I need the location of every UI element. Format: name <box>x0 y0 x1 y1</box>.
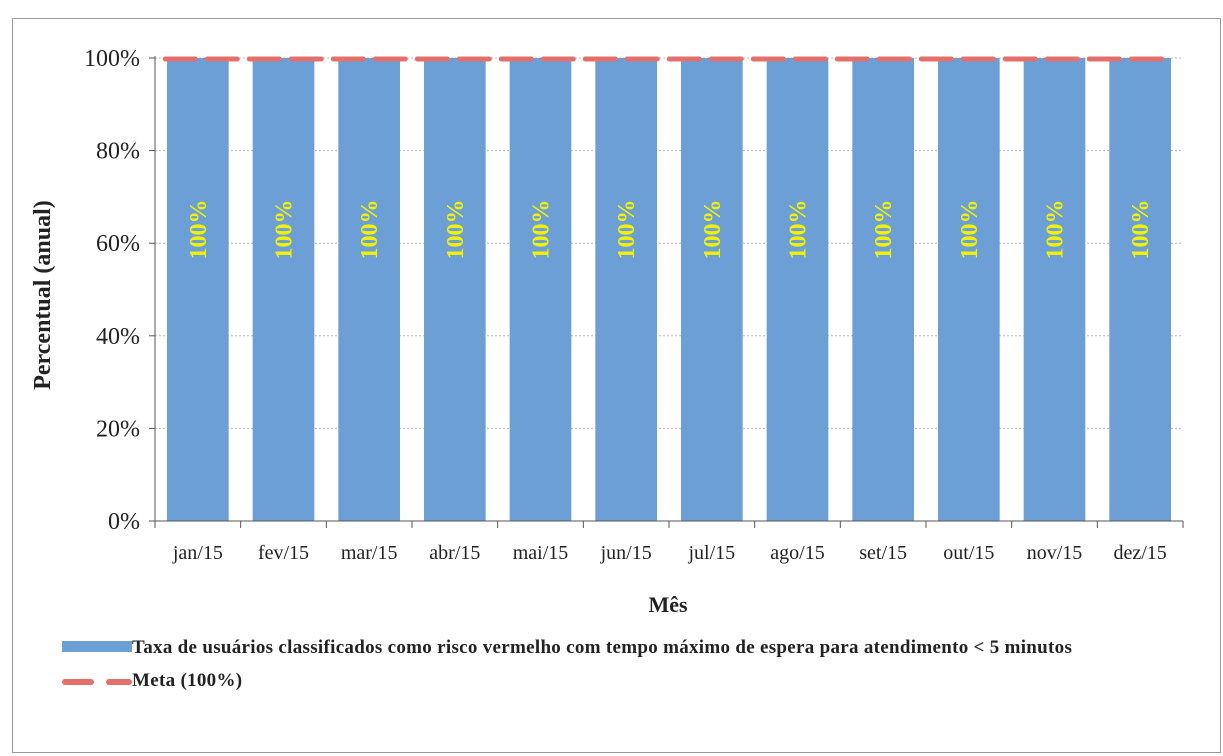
data-label: 100% <box>957 200 983 260</box>
x-tick-label: dez/15 <box>1114 542 1167 564</box>
legend-label-series: Taxa de usuários classificados como risc… <box>132 637 1073 658</box>
data-label: 100% <box>700 200 726 260</box>
bar <box>766 58 829 521</box>
x-tick-label: out/15 <box>943 542 994 564</box>
x-axis-title: Mês <box>648 592 688 617</box>
x-tick-label: abr/15 <box>429 542 480 564</box>
bar <box>252 58 315 521</box>
y-tick-label: 20% <box>96 416 140 442</box>
data-label: 100% <box>186 200 212 260</box>
x-tick-label: fev/15 <box>258 542 309 564</box>
data-label: 100% <box>357 200 383 260</box>
axes: 0% 20% 40% 60% 80% 100% jan/15 fev/15 mar/15 abr/… <box>84 46 1184 564</box>
bar <box>937 58 1000 521</box>
bars <box>166 58 1172 521</box>
bar <box>1109 58 1172 521</box>
data-label: 100% <box>529 200 555 260</box>
y-tick-label: 40% <box>96 324 140 350</box>
x-tick-label: jan/15 <box>172 542 223 564</box>
x-tick-label: set/15 <box>859 542 907 564</box>
bar-chart: 100% 100% 100% 100% 100% 100% 100% 100% 100% 100%… <box>30 46 1184 617</box>
data-label: 100% <box>1128 200 1154 260</box>
legend-item-series: Taxa de usuários classificados como risc… <box>62 635 1202 660</box>
x-tick-label: jun/15 <box>600 542 652 564</box>
bar <box>338 58 401 521</box>
bar <box>680 58 743 521</box>
data-label: 100% <box>871 200 897 260</box>
legend-swatch-dash <box>62 679 132 685</box>
legend-item-meta: Meta (100%) <box>62 668 1202 693</box>
y-tick-label: 60% <box>96 231 140 257</box>
x-tick-label: jul/15 <box>687 542 735 564</box>
data-label: 100% <box>272 200 298 260</box>
data-label: 100% <box>614 200 640 260</box>
bar <box>1023 58 1086 521</box>
data-labels: 100% 100% 100% 100% 100% 100% 100% 100% 100% 100%… <box>186 200 1154 260</box>
legend-swatch-bar <box>62 641 132 652</box>
bar <box>852 58 915 521</box>
x-tick-label: nov/15 <box>1027 542 1083 564</box>
x-tick-label: mai/15 <box>513 542 569 564</box>
bar <box>423 58 486 521</box>
data-label: 100% <box>1043 200 1069 260</box>
x-tick-label: mar/15 <box>341 542 398 564</box>
data-label: 100% <box>786 200 812 260</box>
legend-label-meta: Meta (100%) <box>132 670 243 691</box>
data-label: 100% <box>443 200 469 260</box>
y-tick-label: 0% <box>108 509 140 535</box>
y-axis-title: Percentual (anual) <box>30 200 56 390</box>
y-tick-label: 80% <box>96 139 140 165</box>
bar <box>509 58 572 521</box>
y-tick-label: 100% <box>84 46 140 72</box>
legend: Taxa de usuários classificados como risc… <box>62 635 1202 693</box>
x-tick-label: ago/15 <box>770 542 824 564</box>
bar <box>595 58 658 521</box>
bar <box>166 58 229 521</box>
